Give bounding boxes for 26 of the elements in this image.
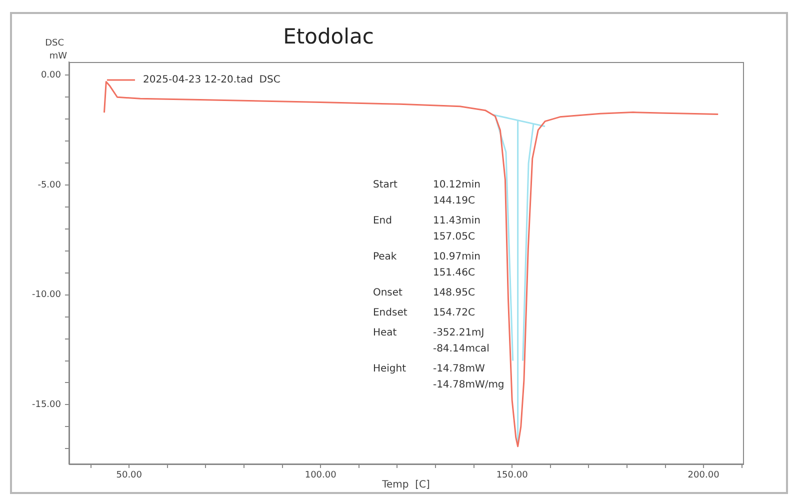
y-tick-label: -10.00	[32, 290, 62, 300]
annotation: End	[372, 216, 392, 227]
annotation: Peak	[372, 252, 397, 263]
y-tick-label: -15.00	[32, 400, 62, 410]
annotation: -14.78mW -14.78mW/mg	[432, 364, 504, 391]
legend-label: 2025-04-23 12-20.tad DSC	[143, 74, 280, 86]
annotation: Endset	[372, 308, 408, 319]
chart-title: Etodolac	[283, 24, 374, 48]
y-axis-title: DSC mW	[45, 38, 68, 62]
y-tick-label: 0.00	[40, 70, 62, 81]
annotation: Start	[372, 180, 398, 191]
annotation: 10.12min 144.19C	[432, 180, 480, 207]
annotation: -352.21mJ -84.14mcal	[432, 328, 490, 355]
annotation: 154.72C	[432, 308, 475, 319]
x-tick-label: 100.00	[304, 470, 337, 481]
x-axis-title: Temp [C]	[381, 480, 430, 491]
y-tick-label: -5.00	[38, 180, 62, 190]
annotation: Onset	[372, 288, 403, 299]
x-tick-label: 150.00	[496, 470, 528, 481]
x-tick-label: 50.00	[116, 470, 142, 481]
annotation: Heat	[372, 328, 397, 339]
annotation: 10.97min 151.46C	[432, 252, 480, 279]
annotation: Height	[372, 364, 406, 375]
x-tick-label: 200.00	[688, 470, 720, 481]
annotation: 148.95C	[432, 288, 475, 299]
annotation: 11.43min 157.05C	[432, 216, 480, 243]
